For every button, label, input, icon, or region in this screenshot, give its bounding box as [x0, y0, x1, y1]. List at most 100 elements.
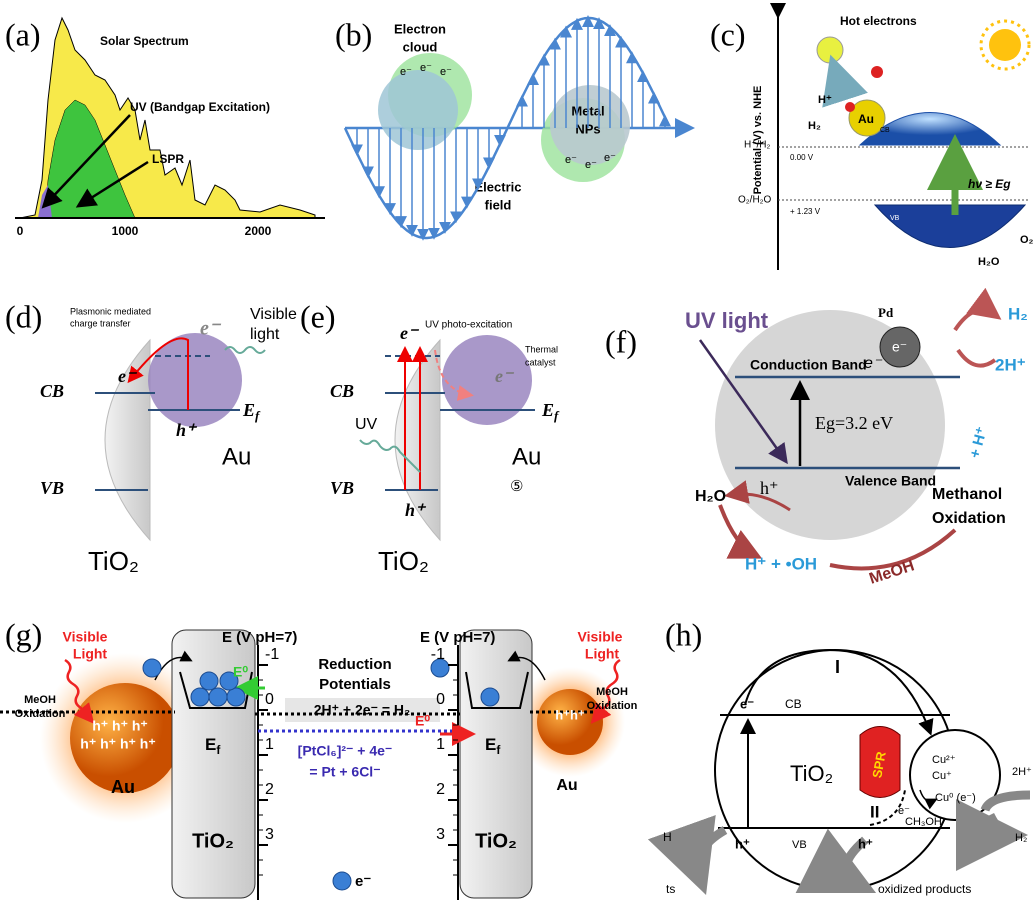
label: H₂O — [695, 488, 726, 505]
label: Hot electrons — [840, 14, 917, 28]
label: TiO₂ — [790, 761, 833, 786]
arrow — [990, 815, 1010, 835]
holes: h⁺ h⁺ h⁺ — [92, 718, 148, 734]
text-part: E — [205, 735, 216, 754]
label: Oxidation — [932, 510, 1006, 527]
label: Eg=3.2 eV — [815, 413, 893, 433]
label: Au — [222, 443, 251, 470]
hole: h⁺ — [405, 500, 427, 520]
electron: e⁻ — [585, 159, 597, 171]
electron: e⁻ — [118, 366, 138, 386]
label: H — [663, 830, 672, 844]
electron: e⁻ — [864, 355, 883, 372]
label: Au — [556, 777, 577, 794]
note: Plasmonic mediated — [70, 306, 151, 316]
figure: (a) Solar Spectrum UV (Bandgap Excitatio… — [0, 0, 1036, 902]
electron: e⁻ — [604, 152, 616, 164]
label: CB — [785, 697, 802, 711]
vb-bowl — [875, 205, 1025, 248]
text-part: f — [554, 408, 560, 423]
electron: e⁻ — [440, 66, 452, 78]
title: Solar Spectrum — [100, 34, 189, 48]
label: field — [485, 197, 512, 212]
panel-g: (g) Visible Light Visible Light E (V pH=… — [0, 616, 638, 900]
label: 2H⁺ — [995, 355, 1026, 374]
label: CB — [330, 381, 354, 401]
panel-d: (d) Plasmonic mediated charge transfer V… — [5, 298, 297, 576]
label: I — [835, 657, 840, 677]
panel-label: (h) — [665, 616, 702, 652]
tick-label: 1000 — [112, 224, 139, 238]
arrow — [958, 350, 995, 366]
label: cloud — [403, 39, 438, 54]
label: II — [870, 802, 879, 821]
tick-label: 0 — [17, 224, 24, 238]
tick-label: 2 — [265, 781, 274, 798]
label: TiO₂ — [192, 830, 234, 852]
label: Visible — [250, 306, 297, 323]
holes: h⁺ h⁺ h⁺ h⁺ — [80, 736, 155, 752]
label: MeOH — [24, 694, 56, 706]
panel-f: (f) UV light Pd H₂ 2H⁺ Conduction Band e… — [605, 304, 1028, 587]
label: UV (Bandgap Excitation) — [130, 100, 270, 114]
text-part: f — [255, 408, 261, 423]
note: charge transfer — [70, 318, 131, 328]
panel-label: (c) — [710, 16, 746, 52]
label: 2H⁺ — [1012, 766, 1032, 778]
panel-label: (g) — [5, 616, 42, 652]
hot-electron — [817, 37, 843, 63]
electron: e⁻ — [495, 366, 515, 386]
label: LSPR — [152, 152, 184, 166]
electron — [845, 102, 855, 112]
text-part: E — [541, 400, 554, 420]
electron — [481, 688, 499, 706]
reaction: 2H⁺ + 2e⁻ = H₂ — [314, 702, 411, 718]
axis-title: E (V pH=7) — [222, 629, 297, 646]
tick-label: 3 — [436, 826, 445, 843]
text-part: E — [485, 735, 496, 754]
label: Methanol — [932, 486, 1002, 503]
electron — [871, 66, 883, 78]
panel-b: (b) Electron cloud Electric field Metal … — [335, 16, 690, 238]
tick-label: 2 — [436, 781, 445, 798]
label: VB — [330, 478, 354, 498]
arrow — [834, 66, 845, 100]
label: H₂ — [1008, 304, 1028, 323]
tick-label: 2000 — [245, 224, 272, 238]
label: CB — [40, 381, 64, 401]
label: Light — [585, 646, 620, 662]
electron: e⁻ — [565, 154, 577, 166]
label: hν ≥ Eg — [968, 177, 1011, 191]
panel-label: (a) — [5, 16, 41, 52]
label: O₂/H₂O — [738, 195, 772, 206]
label: H⁺/H₂ — [744, 140, 771, 151]
label: Conduction Band — [750, 357, 867, 373]
label: Pd — [878, 305, 894, 320]
label: Au — [512, 443, 541, 470]
panel-c: (c) Hot electrons H⁺ H₂ Au CB Potential … — [710, 14, 1034, 270]
label: CH₃OH — [905, 816, 942, 828]
label: Valence Band — [845, 473, 936, 489]
panel-label: (b) — [335, 16, 372, 52]
electron: e⁻ — [400, 66, 412, 78]
electron: e⁻ — [400, 323, 420, 343]
tick-label: 3 — [265, 826, 274, 843]
arrow — [985, 795, 1030, 810]
text-part: E — [242, 400, 255, 420]
label: Oxidation — [587, 700, 638, 712]
label: 0.00 V — [790, 153, 814, 162]
label: Light — [73, 646, 108, 662]
label: TiO₂ — [475, 830, 517, 852]
label: Visible — [63, 629, 108, 645]
electron — [200, 672, 218, 690]
label: TiO₂ — [378, 546, 429, 576]
label: oxidized products — [878, 882, 971, 896]
tio2 — [460, 630, 532, 898]
panel-a: (a) Solar Spectrum UV (Bandgap Excitatio… — [5, 16, 325, 238]
electron: e⁻ — [892, 339, 907, 355]
label: VB — [40, 478, 64, 498]
label: H₂O — [978, 256, 1000, 268]
tick-label: 1 — [436, 736, 445, 753]
label: ts — [666, 882, 675, 896]
label: + 1.23 V — [790, 207, 821, 216]
